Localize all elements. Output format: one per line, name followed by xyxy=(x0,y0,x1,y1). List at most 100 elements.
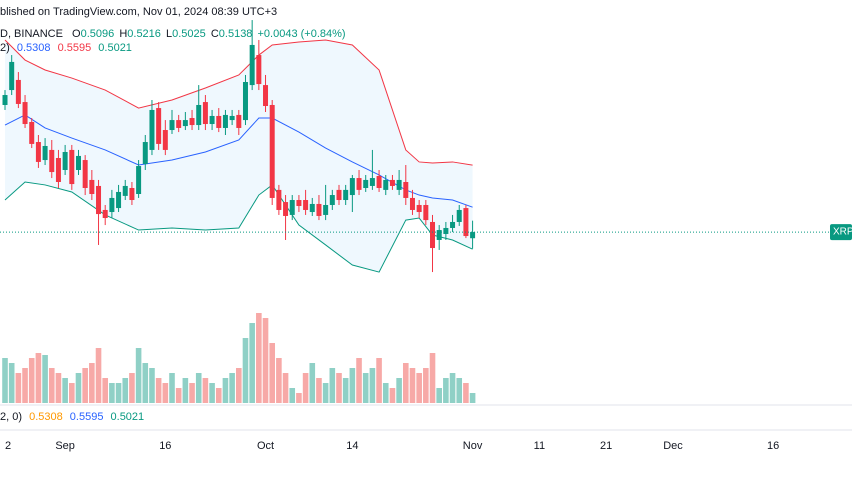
candle-body xyxy=(229,115,235,121)
volume-bar xyxy=(342,378,349,403)
legend-value: 0.5595 xyxy=(70,411,104,423)
volume-bar xyxy=(236,368,242,403)
candle-body xyxy=(430,221,436,249)
candle-body xyxy=(222,114,228,128)
candle-body xyxy=(349,178,355,196)
volume-bar xyxy=(189,383,195,403)
candle-body xyxy=(89,179,95,195)
volume-bar xyxy=(269,343,275,403)
volume-bar xyxy=(316,378,322,403)
candle-body xyxy=(42,145,48,161)
candle-body xyxy=(75,155,81,170)
candle-body xyxy=(149,109,155,150)
candle-body xyxy=(376,175,382,189)
change: +0.0043 (+0.84%) xyxy=(258,28,346,40)
x-tick-label: Dec xyxy=(663,440,683,452)
candle-body xyxy=(35,142,41,162)
volume-bar xyxy=(389,388,396,403)
volume-bar xyxy=(396,378,402,403)
volume-layer xyxy=(2,313,476,403)
low-value: 0.5025 xyxy=(172,28,206,40)
candle-body xyxy=(69,149,75,185)
volume-bar xyxy=(262,318,269,403)
basis-value: 0.5308 xyxy=(17,42,51,54)
candle-body xyxy=(276,189,282,210)
ohlc-label: L xyxy=(166,28,172,40)
volume-bar xyxy=(142,363,149,403)
x-tick-label: 11 xyxy=(534,440,545,452)
candle-body xyxy=(416,204,422,213)
candle-body xyxy=(209,115,215,125)
x-tick-label: 2 xyxy=(5,440,11,452)
volume-bar xyxy=(82,368,88,403)
candle-body xyxy=(196,104,202,126)
volume-bar xyxy=(376,358,382,403)
volume-bar xyxy=(102,378,109,403)
volume-bar xyxy=(256,313,262,403)
candle-body xyxy=(156,108,162,144)
x-tick-label: 16 xyxy=(159,440,171,452)
lower-value: 0.5021 xyxy=(98,42,132,54)
x-tick-label: Sep xyxy=(55,440,75,452)
volume-bar xyxy=(429,353,436,403)
volume-bar xyxy=(369,368,376,403)
ohlc-label: C xyxy=(211,28,219,40)
volume-bar xyxy=(15,373,22,403)
volume-bar xyxy=(69,383,75,403)
candle-body xyxy=(142,142,148,164)
volume-bar xyxy=(309,363,316,403)
candles-layer xyxy=(2,20,476,273)
candle-body xyxy=(96,185,102,215)
candle-body xyxy=(363,179,369,189)
candle-body xyxy=(456,209,462,222)
candle-body xyxy=(383,179,389,190)
volume-bar xyxy=(349,368,356,403)
candle-body xyxy=(316,203,322,216)
ohlc-label: H xyxy=(119,28,127,40)
x-tick-label: Oct xyxy=(257,440,274,452)
candle-body xyxy=(356,178,362,190)
band-line xyxy=(4,114,473,208)
volume-bar xyxy=(62,378,68,403)
volume-bar xyxy=(22,368,28,403)
candle-body xyxy=(2,95,8,105)
bands-params: 2) xyxy=(0,42,10,54)
candle-body xyxy=(169,120,175,131)
candle-body xyxy=(109,197,115,213)
x-tick-label: 16 xyxy=(767,440,779,452)
candle-body xyxy=(343,189,349,201)
volume-bar xyxy=(122,378,129,403)
volume-bar xyxy=(135,348,142,403)
volume-legend: 2, 0) 0.5308 0.5595 0.5021 xyxy=(0,411,144,423)
candle-body xyxy=(22,102,28,125)
volume-bar xyxy=(35,353,42,403)
candle-body xyxy=(303,200,309,210)
volume-bar xyxy=(409,368,416,403)
volume-bar xyxy=(282,373,289,403)
volume-bar xyxy=(276,358,282,403)
candle-body xyxy=(323,204,329,215)
candle-body xyxy=(256,55,262,85)
candle-body xyxy=(116,191,122,209)
x-tick-label: 21 xyxy=(600,440,612,452)
volume-bar xyxy=(202,378,209,403)
candle-body xyxy=(136,166,142,195)
legend-value: 0.5021 xyxy=(111,411,145,423)
volume-bar xyxy=(89,363,95,403)
volume-bar xyxy=(242,338,249,403)
volume-bar xyxy=(249,323,255,403)
candle-body xyxy=(62,151,68,170)
volume-bar xyxy=(215,388,222,403)
candle-body xyxy=(289,200,295,215)
candle-body xyxy=(263,85,269,107)
candle-body xyxy=(283,202,289,216)
candle-body xyxy=(329,195,335,205)
volume-bar xyxy=(289,388,296,403)
volume-bar xyxy=(95,348,102,403)
bands-layer xyxy=(4,39,473,273)
volume-bar xyxy=(362,373,369,403)
volume-bar xyxy=(402,363,409,403)
volume-bar xyxy=(443,378,449,403)
